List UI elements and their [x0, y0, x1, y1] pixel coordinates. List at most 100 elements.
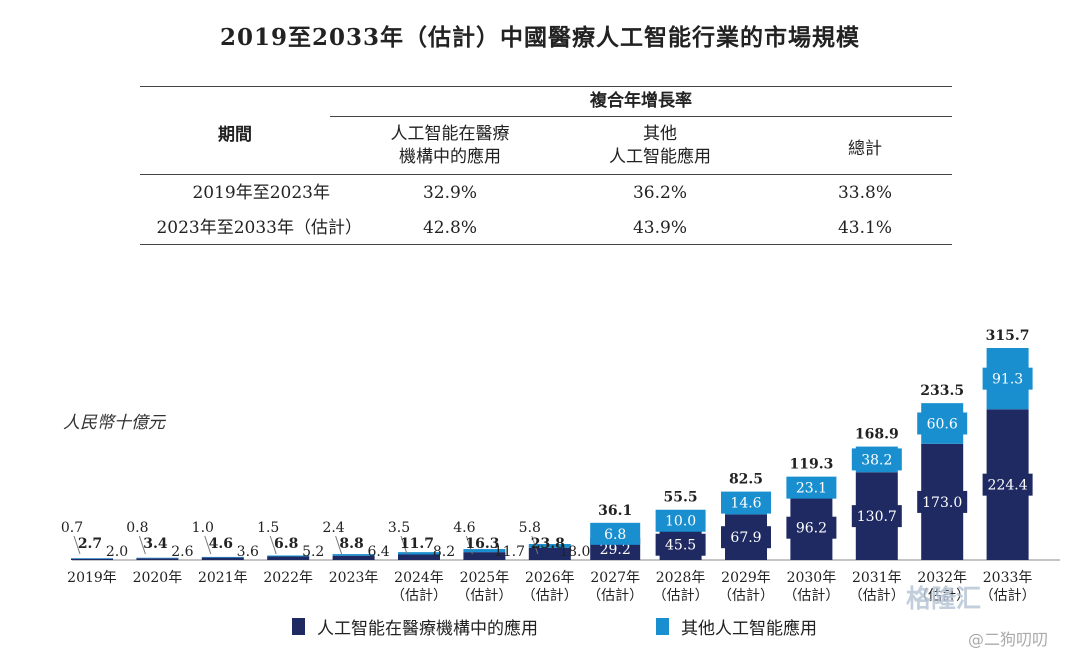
x-tick-label-6: 2025年: [460, 570, 510, 586]
other-value-label-10: 14.6: [730, 496, 761, 512]
medical-header-line1: 人工智能在醫療: [390, 124, 510, 144]
row2-medical: 42.8%: [422, 218, 477, 238]
other-value-label-9: 10.0: [665, 514, 696, 530]
legend-item-other: 其他人工智能應用: [656, 614, 817, 639]
total-value-label-7: 23.8: [531, 536, 565, 552]
row1-other: 36.2%: [632, 183, 687, 203]
other-value-label-0: 0.7: [61, 520, 83, 536]
cagr-header: 複合年增長率: [590, 91, 692, 111]
legend-label-other: 其他人工智能應用: [681, 619, 817, 639]
medical-label-bg-14: [982, 473, 1033, 496]
medical-value-label-2: 3.6: [237, 544, 259, 560]
x-tick-label-10: 2029年: [721, 570, 771, 586]
x-tick-sublabel-12: （估計）: [849, 588, 905, 604]
row2-period: 2023年至2033年（估計）: [156, 218, 362, 238]
row2-other: 43.9%: [632, 218, 687, 238]
other-label-bg-9: [655, 509, 706, 532]
leader-line-0: [73, 535, 81, 555]
x-tick-sublabel-11: （估計）: [783, 588, 839, 604]
other-value-label-11: 23.1: [796, 481, 827, 497]
total-value-label-14: 315.7: [986, 328, 1030, 344]
x-tick-sublabel-8: （估計）: [587, 588, 643, 604]
x-tick-sublabel-14: （估計）: [980, 588, 1036, 604]
leader-line-1: [138, 535, 146, 555]
medical-value-label-7: 18.0: [559, 544, 590, 560]
legend-item-medical: 人工智能在醫療機構中的應用: [292, 614, 538, 639]
other-value-label-4: 2.4: [322, 520, 344, 536]
other-header-line1: 其他: [643, 124, 677, 144]
total-value-label-13: 233.5: [920, 383, 964, 399]
x-tick-label-5: 2024年: [394, 570, 444, 586]
medical-label-bg-10: [721, 526, 771, 549]
other-label-bg-12: [851, 448, 902, 471]
x-tick-label-4: 2023年: [329, 570, 379, 586]
bar-other-3: [267, 555, 310, 557]
table-top-rule: [140, 86, 952, 87]
other-label-bg-8: [590, 522, 641, 545]
other-label-bg-10: [721, 491, 771, 514]
x-tick-label-7: 2026年: [525, 570, 575, 586]
legend-swatch-other: [656, 618, 669, 635]
other-value-label-6: 4.6: [453, 520, 475, 536]
x-tick-label-14: 2033年: [983, 570, 1033, 586]
x-tick-sublabel-6: （估計）: [456, 588, 512, 604]
bar-medical-6: [463, 552, 506, 560]
other-value-label-14: 91.3: [992, 372, 1023, 388]
bar-other-5: [398, 552, 440, 555]
row1-total: 33.8%: [837, 183, 892, 203]
x-tick-label-8: 2027年: [590, 570, 640, 586]
bar-other-6: [463, 549, 506, 553]
bar-medical-7: [528, 547, 571, 560]
x-tick-sublabel-5: （估計）: [391, 588, 447, 604]
bar-medical-5: [398, 554, 440, 560]
other-value-label-13: 60.6: [927, 416, 958, 432]
row2-total: 43.1%: [837, 218, 892, 238]
medical-label-bg-9: [655, 533, 706, 556]
medical-value-label-9: 45.5: [665, 538, 696, 554]
row1-period: 2019年至2023年: [192, 183, 330, 203]
leader-line-5: [400, 535, 408, 555]
x-tick-label-12: 2031年: [852, 570, 902, 586]
bar-other-0: [71, 558, 113, 559]
medical-value-label-5: 8.2: [433, 544, 455, 560]
medical-value-label-1: 2.6: [171, 544, 193, 560]
bar-other-1: [136, 557, 179, 559]
total-value-label-1: 3.4: [143, 536, 168, 552]
total-header: 總計: [848, 139, 882, 159]
total-value-label-8: 36.1: [598, 503, 632, 519]
x-tick-label-1: 2020年: [133, 570, 183, 586]
other-value-label-7: 5.8: [519, 520, 541, 536]
bar-medical-4: [332, 555, 375, 560]
other-label-bg-11: [786, 476, 837, 499]
medical-header-line2: 機構中的應用: [399, 147, 501, 167]
leader-line-2: [204, 535, 212, 555]
row1-medical: 32.9%: [422, 183, 477, 203]
header-bottom-rule: [140, 174, 952, 175]
medical-value-label-6: 11.7: [494, 544, 525, 560]
leader-line-3: [269, 535, 277, 555]
x-tick-label-3: 2022年: [263, 570, 313, 586]
watermark-account: @二狗叨叨: [968, 630, 1049, 649]
total-value-label-5: 11.7: [400, 536, 434, 552]
total-value-label-9: 55.5: [664, 490, 698, 506]
total-value-label-2: 4.6: [209, 536, 233, 552]
other-label-bg-13: [917, 412, 968, 435]
bar-medical-2: [201, 557, 244, 560]
medical-value-label-10: 67.9: [730, 530, 761, 546]
other-value-label-5: 3.5: [388, 520, 410, 536]
x-tick-label-11: 2030年: [787, 570, 837, 586]
period-header: 期間: [218, 125, 252, 145]
bar-other-4: [332, 554, 375, 556]
medical-value-label-12: 130.7: [857, 509, 897, 525]
other-label-bg-14: [982, 367, 1033, 390]
medical-value-label-0: 2.0: [106, 544, 128, 560]
total-value-label-11: 119.3: [789, 457, 833, 473]
medical-value-label-11: 96.2: [796, 521, 827, 537]
medical-value-label-13: 173.0: [922, 495, 962, 511]
x-tick-label-2: 2021年: [198, 570, 248, 586]
total-value-label-3: 6.8: [274, 536, 298, 552]
x-tick-sublabel-10: （估計）: [718, 588, 774, 604]
total-value-label-6: 16.3: [465, 536, 499, 552]
other-value-label-1: 0.8: [126, 520, 148, 536]
